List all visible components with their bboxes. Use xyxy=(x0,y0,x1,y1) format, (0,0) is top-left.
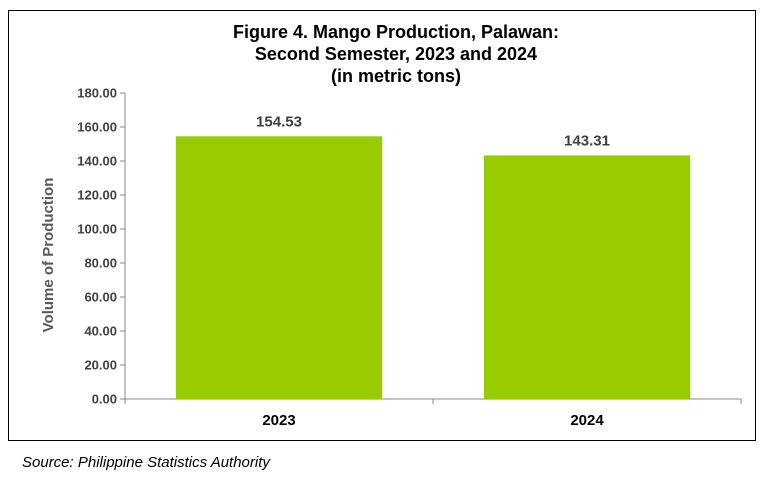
y-axis: 0.00 20.00 40.00 60.00 80.00 100.00 120.00 140.… xyxy=(77,86,126,407)
chart-title: Figure 4. Mango Production, Palawan: Sec… xyxy=(233,22,559,86)
y-tick-label: 160.00 xyxy=(77,120,117,135)
chart-frame: Figure 4. Mango Production, Palawan: Sec… xyxy=(8,10,756,441)
bars xyxy=(175,136,691,399)
bar-2023 xyxy=(175,136,383,399)
y-tick-label: 180.00 xyxy=(77,86,117,101)
chart-title-line-3: (in metric tons) xyxy=(331,66,461,86)
x-tick-label-2023: 2023 xyxy=(262,412,295,429)
chart-title-line-2: Second Semester, 2023 and 2024 xyxy=(255,44,537,64)
data-label-2024: 143.31 xyxy=(564,132,610,149)
data-labels: 154.53 143.31 xyxy=(256,113,610,149)
y-tick-label: 60.00 xyxy=(84,290,117,305)
x-tick-label-2024: 2024 xyxy=(570,412,604,429)
bar-chart: Figure 4. Mango Production, Palawan: Sec… xyxy=(40,22,742,429)
source-note: Source: Philippine Statistics Authority xyxy=(22,454,270,471)
bar-2024 xyxy=(483,155,691,399)
x-axis: 2023 2024 xyxy=(124,398,742,429)
y-tick-label: 100.00 xyxy=(77,222,117,237)
y-tick-label: 120.00 xyxy=(77,188,117,203)
y-tick-label: 80.00 xyxy=(84,256,117,271)
y-axis-title: Volume of Production xyxy=(40,178,57,333)
y-tick-label: 140.00 xyxy=(77,154,117,169)
y-tick-label: 0.00 xyxy=(92,392,117,407)
data-label-2023: 154.53 xyxy=(256,113,302,130)
y-tick-label: 40.00 xyxy=(84,324,117,339)
chart-title-line-1: Figure 4. Mango Production, Palawan: xyxy=(233,22,559,42)
y-tick-label: 20.00 xyxy=(84,358,117,373)
